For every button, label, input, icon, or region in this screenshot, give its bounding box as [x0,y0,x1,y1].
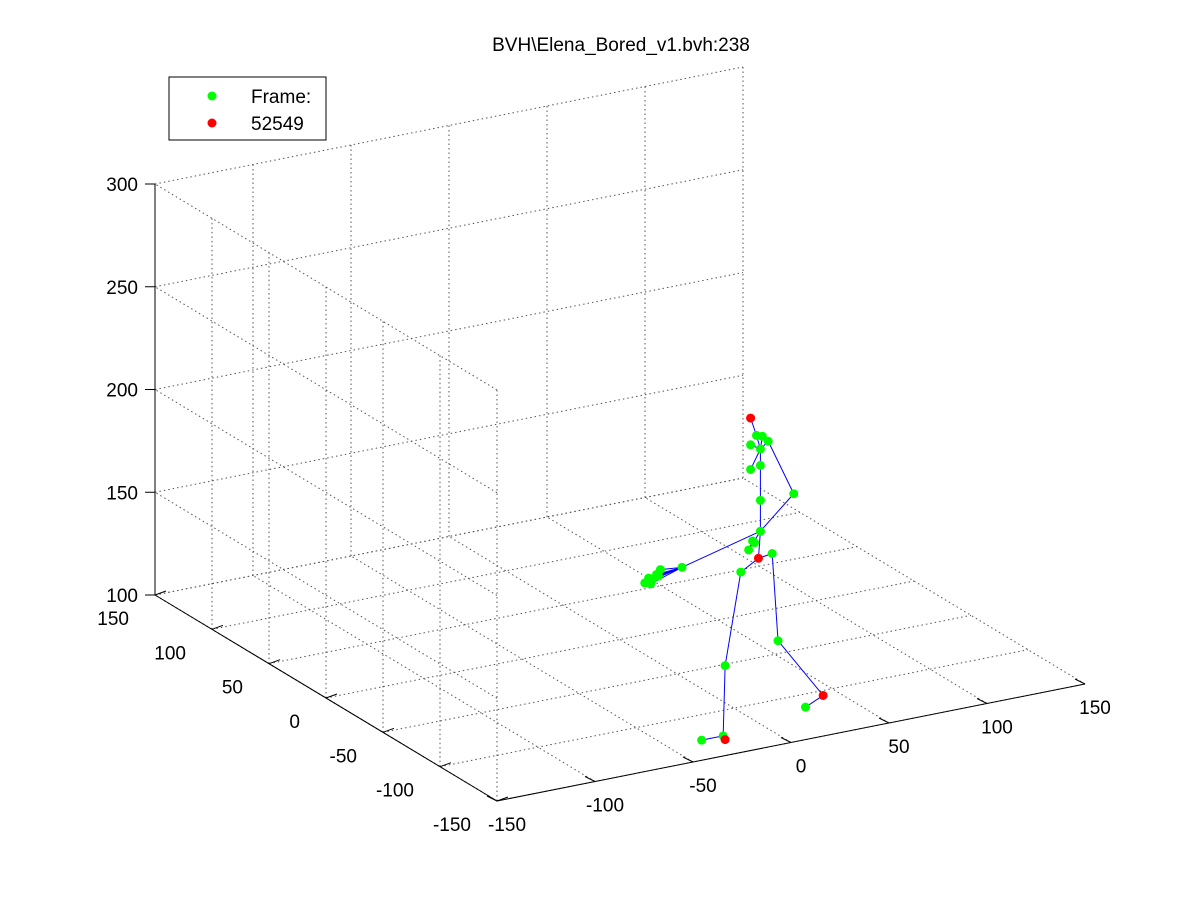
bone-layer [644,417,824,741]
grid-line-floor-x [546,516,890,724]
x-tick-mark [780,737,792,743]
bone-r-elbow-spine1 [760,493,795,532]
legend-label-frame: Frame: [251,87,311,108]
bone-r-knee-r-toe [777,640,824,696]
point-layer [640,413,828,745]
data-point-hips [753,553,763,563]
grid-layer [145,66,1086,802]
bone-spine1-hips [757,531,761,559]
bone-r-shoulder-r-elbow [767,441,795,494]
bone-r-hip-r-knee [771,553,779,641]
data-point-l-knee [720,661,730,671]
z-tick-label: 150 [106,483,138,504]
z-tick-label: 250 [106,278,138,299]
x-tick-mark [486,795,498,802]
y-tick-mark [211,624,224,630]
data-point-spine1 [755,526,765,536]
x-tick-label: 50 [888,737,909,758]
grid-line-floor-y [439,649,1029,768]
x-tick-mark [878,717,890,724]
grid-line-floor-x [448,536,792,743]
data-point-r-shoulder [763,436,773,446]
grid-line-back-z [154,66,744,185]
data-point-neck [755,444,765,454]
grid-line-back-z [154,374,744,493]
x-tick-label: 150 [1079,698,1111,719]
data-point-l-foot [697,735,707,745]
data-point-r-foot [800,702,810,712]
data-point-l-hand6 [646,579,656,589]
grid-line-back-z [154,477,744,596]
grid-line-floor-x [350,555,694,763]
x-tick-mark [1074,678,1086,685]
y-tick-label: 150 [97,609,129,630]
grid-line-back-z [154,272,744,390]
x-tick-label: -50 [689,776,716,797]
grid-line-left-z [154,286,498,494]
data-point-spine2 [755,495,765,505]
grid-line-floor-y [382,614,972,733]
z-tick-label: 300 [106,175,138,196]
data-point-spine3 [755,460,765,470]
data-point-r-knee [773,636,783,646]
data-point-hand-r1 [750,538,760,548]
y-tick-label: 50 [222,678,243,699]
data-point-r-toe [818,690,828,700]
y-tick-label: -100 [376,781,414,802]
legend-box [168,76,327,141]
grid-line-back-z [154,169,744,288]
data-point-r-elbow [789,489,799,499]
grid-line-floor-y [325,580,915,699]
x-tick-label: 100 [981,718,1013,739]
data-point-hip-c [744,545,754,555]
x-tick-label: -150 [488,815,526,836]
y-tick-label: -50 [330,746,357,767]
data-point-head-top [746,413,756,423]
y-tick-label: 0 [289,712,300,733]
tick-layer: -150-100-50050100150-150-100-50050100150… [97,175,1111,836]
legend-marker-frame [207,91,217,101]
x-tick-mark [976,698,988,704]
grid-line-floor-y [211,511,801,630]
y-tick-label: 100 [154,643,186,664]
grid-line-floor-y [268,546,858,665]
legend-label-frame-number: 52549 [251,114,304,135]
x-tick-mark [682,756,694,763]
bone-l-knee-l-ankle [722,665,726,736]
bone-l-hip-l-knee [724,572,742,666]
data-point-l-toe [720,735,730,745]
y-tick-mark [268,659,281,665]
x-tick-label: 0 [796,757,807,778]
y-tick-mark [382,727,395,733]
grid-line-left-z [154,491,498,699]
x-tick-mark [584,776,596,782]
legend[interactable]: Frame: 52549 [168,76,327,141]
z-tick-label: 200 [106,381,138,402]
x-tick-label: -100 [586,796,624,817]
grid-line-left-z [154,389,498,596]
y-tick-mark [325,693,338,699]
data-point-head-l [746,440,756,450]
z-tick-label: 100 [106,586,138,607]
data-point-r-hip [767,549,777,559]
y-tick-mark [496,796,509,802]
legend-marker-frame-number [207,118,217,128]
y-tick-label: -150 [433,815,471,836]
data-point-l-wrist [677,562,687,572]
data-point-l-hand7 [653,571,663,581]
chart-title: BVH\Elena_Bored_v1.bvh:238 [492,35,750,56]
y-tick-mark [439,762,452,768]
bone-spine1-l-wrist [681,530,761,568]
data-point-l-shoulder [746,464,756,474]
data-point-head-r [757,431,767,441]
y-tick-mark [154,590,167,596]
data-point-l-hip [736,567,746,577]
